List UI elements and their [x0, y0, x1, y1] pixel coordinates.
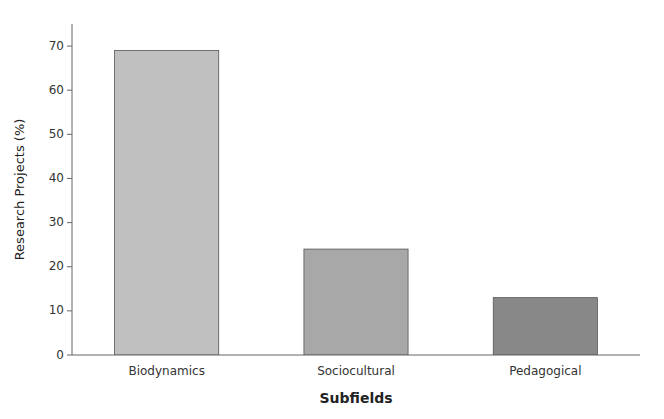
category-label: Biodynamics	[128, 364, 204, 378]
tick-mark	[67, 46, 72, 47]
tick-label: 40	[49, 171, 64, 185]
tick-mark	[67, 355, 72, 356]
chart-container: 0 10 20 30 40 50 60 70 Biodynamics Sociocultural P…	[0, 0, 664, 419]
y-axis-line	[72, 24, 73, 355]
x-axis: Biodynamics Sociocultural Pedagogical	[72, 355, 640, 378]
category-label: Pedagogical	[509, 364, 581, 378]
tick-label: 50	[49, 127, 64, 141]
tick-label: 20	[49, 259, 64, 273]
tick-label: 30	[49, 215, 64, 229]
tick-mark	[67, 222, 72, 223]
bar	[115, 50, 219, 355]
tick-mark	[67, 266, 72, 267]
tick-mark	[67, 178, 72, 179]
tick-label: 10	[49, 303, 64, 317]
tick-label: 0	[56, 348, 64, 362]
tick-mark	[67, 310, 72, 311]
page: {"chart_data": {"type": "bar", "categori…	[0, 0, 664, 419]
bars	[115, 50, 598, 355]
bar	[304, 249, 408, 355]
tick-label: 60	[49, 83, 64, 97]
tick-mark	[67, 90, 72, 91]
tick-mark	[67, 134, 72, 135]
x-axis-line	[72, 355, 640, 356]
category-label: Sociocultural	[317, 364, 395, 378]
x-axis-title: Subfields	[319, 390, 392, 406]
y-axis-title: Research Projects (%)	[12, 119, 27, 261]
chart-svg: 0 10 20 30 40 50 60 70 Biodynamics Sociocultural P…	[0, 0, 664, 419]
tick-label: 70	[49, 39, 64, 53]
y-axis: 0 10 20 30 40 50 60 70	[49, 24, 72, 362]
bar	[493, 298, 597, 355]
